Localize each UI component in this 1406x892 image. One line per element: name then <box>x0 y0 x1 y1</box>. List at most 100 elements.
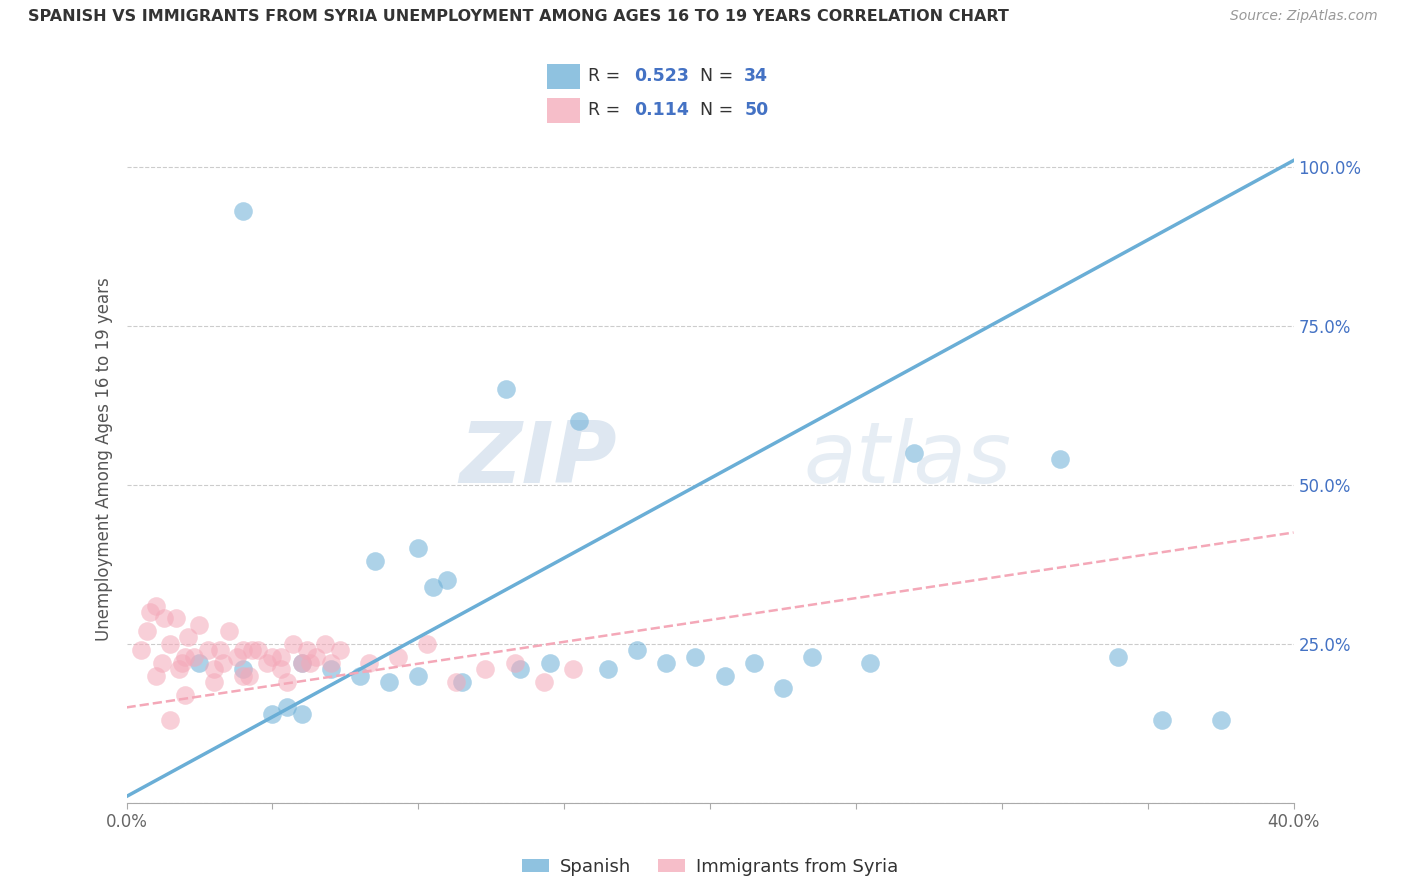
Point <box>328 643 350 657</box>
Text: 34: 34 <box>744 68 768 86</box>
Point <box>408 541 430 556</box>
Point <box>685 649 707 664</box>
Point <box>270 662 292 676</box>
Point <box>357 656 380 670</box>
Point <box>188 617 211 632</box>
Text: 0.523: 0.523 <box>634 68 689 86</box>
Bar <box>547 97 579 123</box>
Point <box>436 573 458 587</box>
Point <box>129 643 152 657</box>
Text: R =: R = <box>588 68 626 86</box>
Text: N =: N = <box>700 102 740 120</box>
Point <box>1209 713 1232 727</box>
Point <box>422 580 444 594</box>
Point <box>202 675 225 690</box>
Point <box>378 675 401 690</box>
Point <box>416 637 439 651</box>
Point <box>165 611 187 625</box>
Point <box>444 675 467 690</box>
Point <box>262 706 284 721</box>
Point <box>290 656 312 670</box>
Text: R =: R = <box>588 102 631 120</box>
Point <box>246 643 269 657</box>
Point <box>256 656 278 670</box>
Point <box>1108 649 1130 664</box>
Point <box>232 668 254 682</box>
Point <box>859 656 882 670</box>
Point <box>167 662 190 676</box>
Point <box>349 668 371 682</box>
Legend: Spanish, Immigrants from Syria: Spanish, Immigrants from Syria <box>515 851 905 883</box>
Point <box>238 668 260 682</box>
Point <box>211 656 233 670</box>
Point <box>538 656 561 670</box>
Point <box>240 643 263 657</box>
Text: Source: ZipAtlas.com: Source: ZipAtlas.com <box>1230 9 1378 23</box>
Point <box>136 624 159 639</box>
Point <box>1152 713 1174 727</box>
Point <box>153 611 176 625</box>
Point <box>363 554 385 568</box>
Point <box>174 649 197 664</box>
Point <box>319 662 342 676</box>
Point <box>290 706 312 721</box>
Point <box>713 668 735 682</box>
Point <box>474 662 496 676</box>
Text: SPANISH VS IMMIGRANTS FROM SYRIA UNEMPLOYMENT AMONG AGES 16 TO 19 YEARS CORRELAT: SPANISH VS IMMIGRANTS FROM SYRIA UNEMPLO… <box>28 9 1010 24</box>
Point <box>1049 452 1071 467</box>
Point <box>218 624 240 639</box>
Point <box>145 599 167 613</box>
Bar <box>547 63 579 89</box>
Point <box>276 700 298 714</box>
Point <box>262 649 284 664</box>
Point <box>319 656 342 670</box>
Point <box>903 446 925 460</box>
Text: N =: N = <box>700 68 740 86</box>
Point <box>232 204 254 219</box>
Point <box>281 637 304 651</box>
Point <box>226 649 249 664</box>
Point <box>159 637 181 651</box>
Point <box>232 662 254 676</box>
Point <box>174 688 197 702</box>
Point <box>596 662 619 676</box>
Point <box>742 656 765 670</box>
Point <box>159 713 181 727</box>
Y-axis label: Unemployment Among Ages 16 to 19 years: Unemployment Among Ages 16 to 19 years <box>94 277 112 641</box>
Point <box>232 643 254 657</box>
Point <box>145 668 167 682</box>
Point <box>305 649 328 664</box>
Point <box>183 649 205 664</box>
Point <box>299 656 322 670</box>
Point <box>150 656 173 670</box>
Point <box>139 605 162 619</box>
Point <box>276 675 298 690</box>
Text: 0.114: 0.114 <box>634 102 689 120</box>
Point <box>801 649 824 664</box>
Point <box>202 662 225 676</box>
Point <box>568 414 591 428</box>
Point <box>177 631 200 645</box>
Point <box>314 637 336 651</box>
Point <box>270 649 292 664</box>
Point <box>561 662 583 676</box>
Point <box>290 656 312 670</box>
Point <box>188 656 211 670</box>
Text: 50: 50 <box>744 102 769 120</box>
Point <box>503 656 526 670</box>
Point <box>387 649 409 664</box>
Point <box>626 643 648 657</box>
Point <box>208 643 231 657</box>
Text: ZIP: ZIP <box>458 417 617 501</box>
Point <box>451 675 474 690</box>
Text: atlas: atlas <box>803 417 1011 501</box>
Point <box>297 643 319 657</box>
Point <box>170 656 193 670</box>
Point <box>533 675 555 690</box>
Point <box>408 668 430 682</box>
Point <box>495 383 517 397</box>
Point <box>509 662 531 676</box>
Point <box>655 656 678 670</box>
Point <box>197 643 219 657</box>
Point <box>772 681 794 696</box>
